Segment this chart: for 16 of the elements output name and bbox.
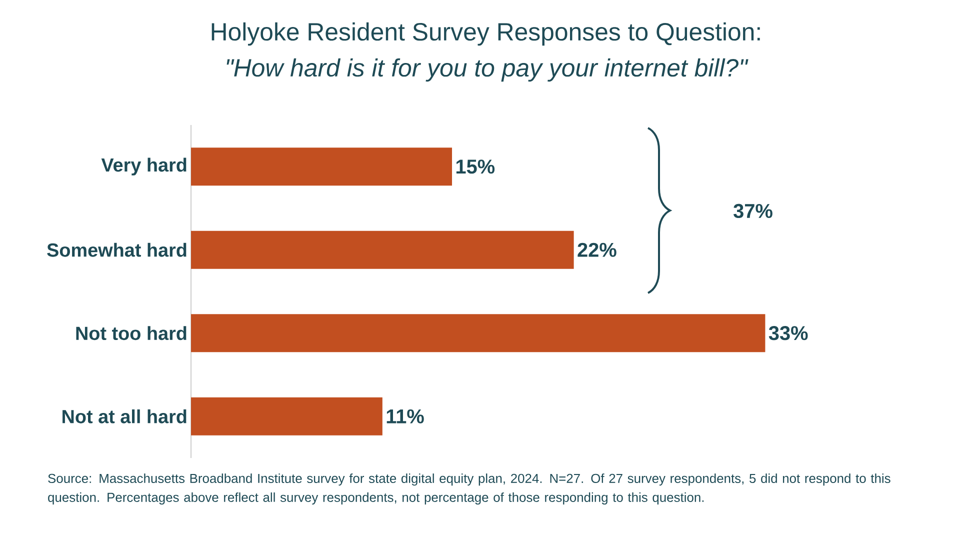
bar	[191, 230, 574, 269]
data-label: 22%	[578, 242, 616, 257]
source-note: Source: Massachusetts Broadband Institute survey for state digital equity plan, 2024. N=27. Of 27 survey respondents, 5 did not respond to this question. Percentages above reflect all survey respondents, not percentage of those responding to this question.	[48, 474, 890, 505]
y-tick-label: Somewhat hard	[47, 242, 186, 257]
y-tick-label: Not too hard	[76, 326, 186, 340]
y-tick-label: Very hard	[101, 158, 186, 176]
annotation: 37%	[734, 204, 772, 218]
data-label: 11%	[386, 409, 424, 424]
chart-title: Holyoke Resident Survey Responses to Question:	[212, 22, 760, 46]
y-tick-label: Not at all hard	[62, 409, 186, 424]
bar	[191, 148, 452, 186]
chart-subtitle: "How hard is it for you to pay your internet bill?"	[226, 58, 748, 82]
data-label: 33%	[768, 326, 808, 340]
data-label: 15%	[456, 160, 495, 174]
bar	[191, 397, 382, 436]
bar	[191, 314, 766, 352]
